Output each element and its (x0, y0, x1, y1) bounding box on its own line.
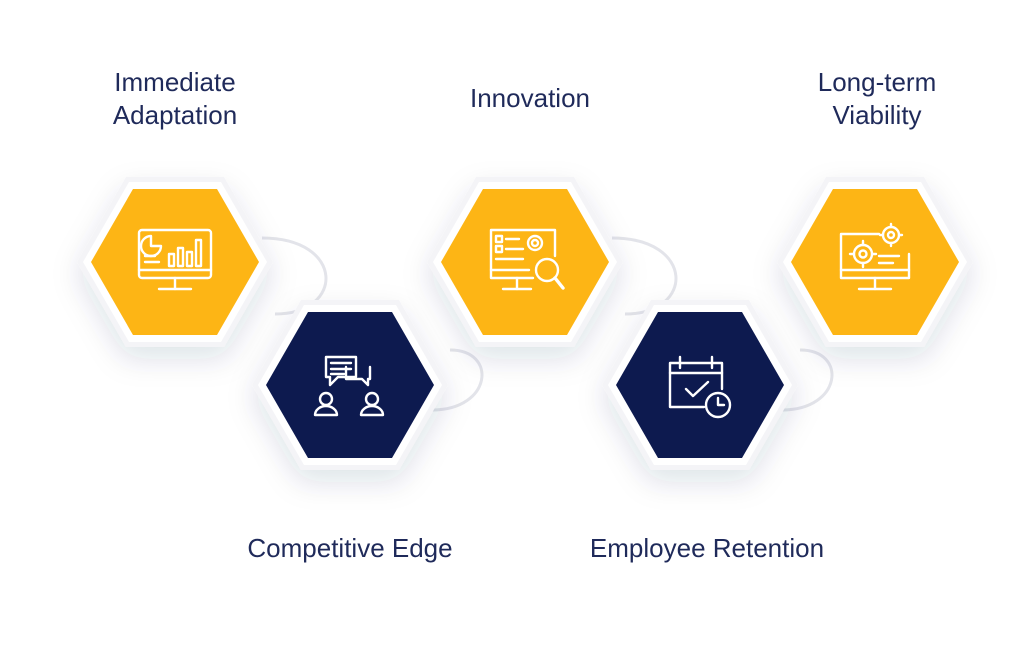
step-competitive-edge (252, 300, 448, 470)
label-line: Innovation (470, 83, 590, 113)
step-employee-retention (602, 300, 798, 470)
step-long-term-viability (777, 177, 973, 347)
hex-fill (616, 312, 784, 458)
label-line: Viability (832, 100, 922, 130)
step-immediate-adaptation (77, 177, 273, 347)
label-employee-retention: Employee Retention (552, 532, 862, 565)
calendar-clock-icon (668, 355, 732, 419)
hex-fill (441, 189, 609, 335)
connector-4 (781, 348, 834, 412)
label-line: Immediate (114, 67, 236, 97)
label-long-term-viability: Long-term Viability (772, 66, 982, 132)
label-line: Competitive Edge (247, 533, 453, 563)
step-innovation (427, 177, 623, 347)
connector-2 (431, 348, 484, 412)
discussion-people-icon (313, 355, 385, 417)
label-innovation: Innovation (425, 82, 635, 115)
label-line: Long-term (817, 67, 937, 97)
label-line: Employee Retention (589, 533, 825, 563)
label-immediate-adaptation: Immediate Adaptation (70, 66, 280, 132)
hex-fill (266, 312, 434, 458)
label-line: Adaptation (112, 100, 238, 130)
hex-fill (791, 189, 959, 335)
settings-monitor-icon (839, 222, 911, 291)
analytics-monitor-icon (137, 228, 213, 291)
research-monitor-icon (489, 228, 565, 291)
label-competitive-edge: Competitive Edge (200, 532, 500, 565)
